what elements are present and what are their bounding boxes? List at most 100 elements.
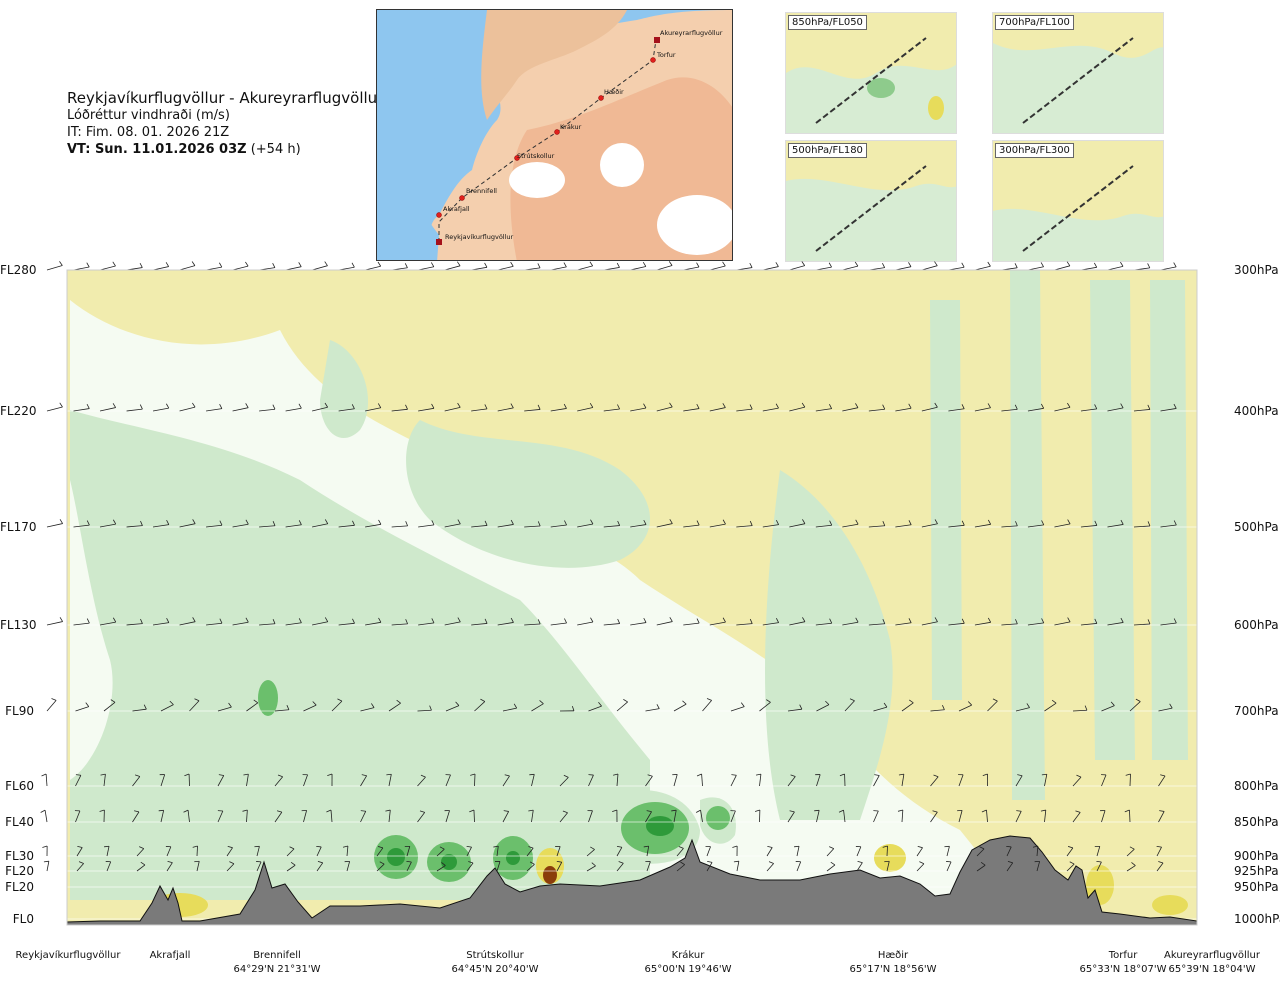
wind-barb bbox=[736, 618, 753, 626]
wind-barb bbox=[103, 699, 116, 712]
thumbnail-700hpa[interactable]: 700hPa/FL100 bbox=[992, 12, 1164, 134]
field-region-2 bbox=[406, 420, 650, 568]
wind-barb bbox=[559, 810, 568, 823]
wind-barb bbox=[794, 845, 800, 857]
wind-barb bbox=[868, 404, 886, 412]
wind-barb bbox=[1054, 617, 1071, 626]
wind-barb bbox=[418, 520, 435, 528]
field-core-15 bbox=[1152, 895, 1188, 915]
wind-barb bbox=[312, 617, 329, 626]
flight-level-label: FL20 bbox=[5, 864, 34, 878]
wind-barb bbox=[730, 774, 737, 787]
wind-barb bbox=[916, 846, 923, 857]
wind-barb bbox=[1160, 403, 1177, 412]
wind-barb bbox=[1158, 703, 1173, 712]
wind-barb bbox=[948, 262, 965, 271]
wind-barb bbox=[312, 519, 329, 528]
wind-barb bbox=[99, 261, 116, 271]
wind-barb bbox=[587, 810, 593, 823]
wind-barb bbox=[882, 845, 888, 857]
wind-barb bbox=[417, 774, 426, 787]
wind-barb bbox=[755, 773, 762, 787]
wind-barb bbox=[206, 618, 223, 626]
map-label-akureyri: Akureyrarflugvöllur bbox=[660, 29, 723, 37]
wind-barb bbox=[1160, 262, 1177, 271]
wind-barb bbox=[99, 809, 105, 823]
wind-barb bbox=[226, 861, 235, 872]
wind-barb bbox=[613, 773, 619, 787]
wind-barb bbox=[1129, 698, 1141, 712]
station-name: Brennifell bbox=[253, 950, 301, 961]
wind-barb bbox=[1027, 618, 1045, 626]
wind-barb bbox=[259, 521, 276, 528]
wind-barb bbox=[444, 402, 461, 412]
wind-barb bbox=[789, 402, 806, 412]
wind-barb bbox=[316, 861, 324, 872]
flight-level-label: FL170 bbox=[0, 520, 37, 534]
thumbnail-label: 700hPa/FL100 bbox=[995, 15, 1074, 30]
wind-barb bbox=[550, 403, 567, 412]
station-name: Akrafjall bbox=[149, 950, 191, 961]
thumbnail-300hpa[interactable]: 300hPa/FL300 bbox=[992, 140, 1164, 262]
wind-barb bbox=[301, 810, 307, 823]
wind-barb bbox=[391, 404, 408, 412]
wind-barb bbox=[787, 704, 803, 712]
plot-frame bbox=[66, 269, 1198, 926]
wind-barb bbox=[74, 810, 81, 823]
wind-barb bbox=[898, 773, 905, 787]
station-name: Krákur bbox=[671, 950, 705, 961]
wind-barb bbox=[1125, 773, 1131, 787]
wind-barb bbox=[1133, 521, 1151, 528]
terrain-fill bbox=[66, 835, 1198, 926]
barb-row-4 bbox=[46, 698, 1173, 712]
wind-barb bbox=[559, 705, 575, 712]
wind-barb bbox=[556, 860, 563, 872]
wind-barb bbox=[1133, 263, 1151, 271]
wind-barb bbox=[683, 520, 700, 528]
wind-barb bbox=[974, 261, 991, 271]
station-coord: 64°29'N 21°31'W bbox=[233, 964, 321, 975]
wind-barb bbox=[326, 809, 333, 823]
wind-barb bbox=[695, 809, 703, 823]
wind-barb bbox=[136, 861, 146, 872]
wind-barb bbox=[696, 773, 703, 787]
wind-barb bbox=[673, 700, 687, 712]
wind-barb bbox=[916, 861, 925, 872]
wind-barb bbox=[921, 261, 938, 271]
wind-barb bbox=[1107, 519, 1124, 528]
thumbnail-850hpa[interactable]: 850hPa/FL050 bbox=[785, 12, 957, 134]
wind-barb bbox=[730, 810, 736, 823]
wind-barb bbox=[100, 773, 106, 787]
thumbnail-500hpa[interactable]: 500hPa/FL180 bbox=[785, 140, 957, 262]
wind-barb bbox=[856, 861, 863, 872]
wind-barb bbox=[217, 810, 224, 823]
wind-barb bbox=[105, 861, 112, 872]
station-label: Strútskollur 64°45'N 20°40'W bbox=[452, 950, 539, 975]
wind-barb bbox=[1133, 404, 1151, 412]
wind-barb bbox=[974, 519, 992, 528]
wind-barb bbox=[445, 701, 460, 712]
wind-barb bbox=[683, 403, 700, 412]
wind-barb bbox=[391, 619, 408, 626]
station-name: Torfur bbox=[1108, 950, 1138, 961]
wind-barb bbox=[338, 618, 355, 626]
wind-barb bbox=[46, 402, 63, 412]
station-coord: 64°45'N 20°40'W bbox=[451, 964, 539, 975]
thumbnail-label: 300hPa/FL300 bbox=[995, 143, 1074, 158]
wind-barb bbox=[766, 861, 774, 872]
wind-barb bbox=[1101, 701, 1115, 712]
wind-barb bbox=[1027, 520, 1045, 528]
wind-barb bbox=[1080, 618, 1098, 626]
wind-barb bbox=[762, 520, 779, 528]
valid-time: VT: Sun. 11.01.2026 03Z bbox=[67, 142, 247, 157]
station-label: Akureyrarflugvöllur 65°39'N 18°04'W bbox=[1164, 950, 1260, 975]
wind-barb bbox=[338, 262, 355, 271]
wind-barb bbox=[528, 809, 534, 823]
wind-barb bbox=[165, 846, 172, 857]
wind-barb bbox=[75, 702, 90, 712]
wind-barb bbox=[795, 861, 802, 872]
pressure-level-label: 700hPa bbox=[1234, 704, 1279, 718]
wind-barb bbox=[895, 618, 912, 626]
wind-barb bbox=[1054, 402, 1071, 412]
wind-barb bbox=[842, 519, 859, 528]
